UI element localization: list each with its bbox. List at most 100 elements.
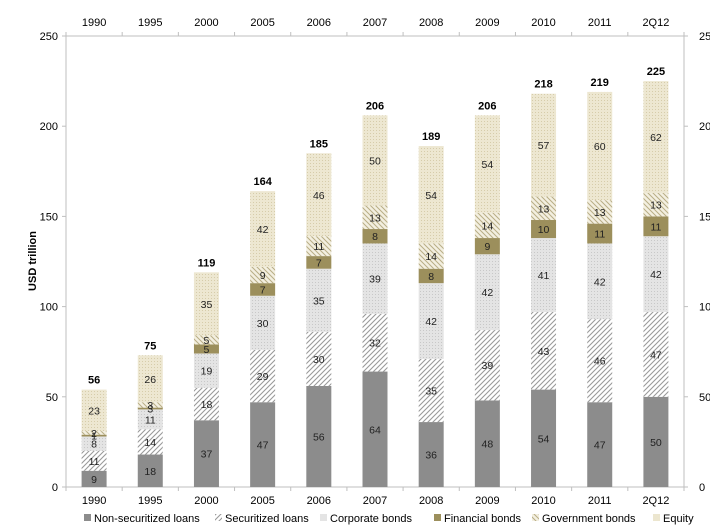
bar-segment [643, 312, 669, 397]
segment-value-label: 10 [538, 224, 550, 236]
legend-swatch [532, 514, 539, 521]
segment-value-label: 30 [257, 318, 269, 330]
bar-total-label: 75 [144, 340, 156, 352]
segment-value-label: 14 [425, 251, 437, 263]
bar-segment [193, 344, 219, 354]
bar-segment [531, 220, 557, 239]
segment-value-label: 37 [201, 449, 213, 461]
bar-segment [418, 283, 444, 359]
x-tick-label: 2009 [475, 495, 499, 507]
bar-segment [531, 93, 557, 197]
legend-label: Government bonds [542, 513, 636, 525]
segment-value-label: 18 [201, 399, 213, 411]
y-tick-label: 250 [40, 31, 58, 43]
segment-value-label: 36 [425, 450, 437, 462]
bar-segment [306, 236, 332, 257]
x-top-tick-label: 2005 [250, 17, 274, 29]
segment-value-label: 9 [484, 241, 490, 253]
bar-total-label: 219 [591, 77, 609, 89]
segment-value-label: 13 [538, 203, 550, 215]
segment-value-label: 42 [257, 224, 269, 236]
bar-segment [81, 389, 107, 432]
bar-total-label: 218 [534, 79, 552, 91]
segment-value-label: 47 [257, 440, 269, 452]
x-tick-label: 1990 [82, 495, 106, 507]
segment-value-label: 2 [91, 428, 97, 440]
bar-segment [137, 402, 163, 408]
segment-value-label: 35 [313, 295, 325, 307]
segment-value-label: 8 [91, 439, 97, 451]
segment-value-label: 57 [538, 140, 550, 152]
bar-segment [137, 429, 163, 455]
segment-value-label: 54 [482, 159, 494, 171]
bar-segment [587, 91, 613, 201]
bar-segment [362, 229, 388, 244]
x-tick-label: 1995 [138, 495, 162, 507]
bar-total-label: 56 [88, 375, 100, 387]
legend-label: Equity [663, 513, 694, 525]
bar-segment [306, 153, 332, 237]
x-tick-label: 2006 [307, 495, 331, 507]
segment-value-label: 32 [369, 338, 381, 350]
x-top-tick-label: 1995 [138, 17, 162, 29]
bar-segment [643, 192, 669, 217]
bar-segment [643, 236, 669, 313]
bars [81, 81, 669, 487]
segment-value-label: 54 [538, 433, 550, 445]
segment-value-label: 26 [144, 374, 156, 386]
segment-value-label: 30 [313, 354, 325, 366]
x-top-tick-label: 1990 [82, 17, 106, 29]
segment-value-label: 62 [650, 132, 662, 144]
x-tick-label: 2005 [250, 495, 274, 507]
bar-segment [418, 422, 444, 487]
bar-segment [643, 216, 669, 237]
segment-value-label: 48 [482, 439, 494, 451]
bar-segment [306, 331, 332, 386]
segment-value-label: 5 [204, 335, 210, 347]
bar-segment [250, 349, 276, 403]
segment-value-label: 11 [313, 241, 324, 253]
x-top-tick-label: 2011 [588, 17, 612, 29]
bar-segment [250, 283, 276, 296]
segment-value-label: 42 [594, 276, 606, 288]
legend-swatch [215, 514, 222, 521]
segment-value-label: 13 [594, 207, 606, 219]
segment-value-label: 7 [260, 284, 266, 296]
bar-segment [362, 115, 388, 206]
segment-value-label: 23 [88, 405, 100, 417]
segment-value-label: 35 [201, 299, 213, 311]
bar-segment [474, 330, 500, 401]
bar-segment [81, 434, 107, 437]
legend-label: Non-securitized loans [94, 513, 200, 525]
segment-value-label: 9 [91, 474, 97, 486]
bar-segment [250, 295, 276, 350]
segment-value-label: 18 [144, 466, 156, 478]
bar-segment [587, 319, 613, 403]
segment-value-label: 19 [201, 366, 213, 378]
bar-segment [531, 312, 557, 390]
segment-value-label: 35 [425, 385, 437, 397]
x-tick-label: 2000 [194, 495, 218, 507]
segment-value-label: 3 [147, 400, 153, 412]
segment-value-label: 7 [316, 257, 322, 269]
bar-segment [587, 200, 613, 224]
bar-segment [137, 409, 163, 430]
bar-total-label: 164 [253, 176, 272, 188]
segment-value-label: 41 [538, 270, 550, 282]
legend-label: Financial bonds [444, 513, 522, 525]
x-top-tick-label: 2Q12 [642, 17, 669, 29]
bar-segment [418, 146, 444, 244]
y-right-tick-label: 15 [699, 211, 710, 223]
segment-value-label: 5 [204, 344, 210, 356]
x-top-tick-label: 2009 [475, 17, 499, 29]
segment-value-label: 50 [650, 437, 662, 449]
bar-segment [474, 400, 500, 487]
segment-value-label: 46 [313, 190, 325, 202]
bar-segment [306, 256, 332, 269]
segment-value-label: 56 [313, 431, 325, 443]
bar-segment [137, 454, 163, 487]
legend-swatch [84, 514, 91, 521]
bar-segment [362, 371, 388, 487]
bar-segment [306, 385, 332, 487]
